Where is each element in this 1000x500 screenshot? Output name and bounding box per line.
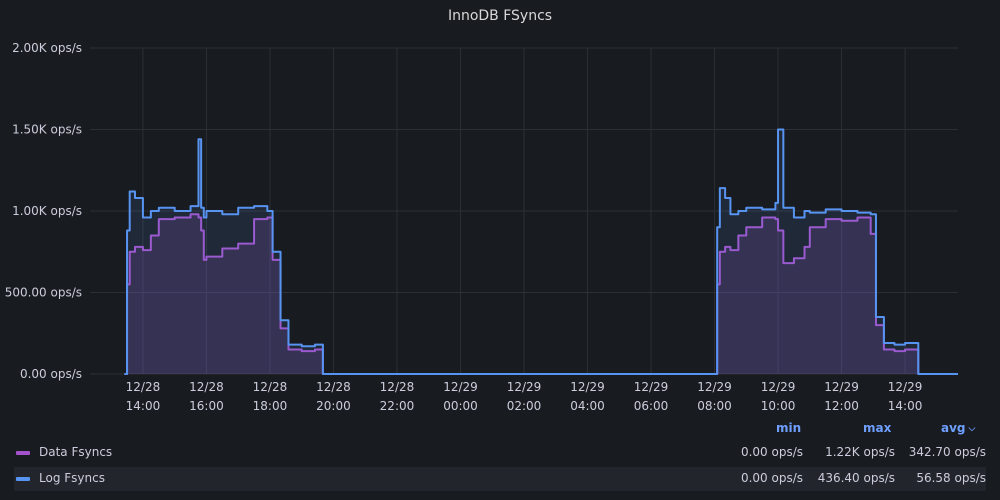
x-tick-time-label: 14:00 bbox=[888, 399, 923, 413]
y-tick-label: 0.00 ops/s bbox=[20, 367, 82, 381]
y-tick-label: 500.00 ops/s bbox=[5, 286, 82, 300]
x-tick-date-label: 12/29 bbox=[507, 380, 542, 394]
x-tick-date-label: 12/29 bbox=[634, 380, 669, 394]
series-line-log-fsyncs bbox=[124, 128, 958, 375]
y-tick-label: 1.00K ops/s bbox=[12, 204, 82, 218]
x-tick-time-label: 00:00 bbox=[443, 399, 478, 413]
x-tick-time-label: 20:00 bbox=[316, 399, 351, 413]
y-axis-ticks: 0.00 ops/s 500.00 ops/s 1.00K ops/s 1.50K o… bbox=[5, 41, 82, 381]
x-tick-date-label: 12/29 bbox=[824, 380, 859, 394]
legend-min-value: 0.00 ops/s bbox=[740, 471, 803, 485]
x-tick-time-label: 18:00 bbox=[253, 399, 288, 413]
legend-swatch bbox=[16, 477, 30, 481]
legend-row-data-fsyncs[interactable]: Data Fsyncs 0.00 ops/s 1.22K ops/s 342.7… bbox=[14, 441, 986, 465]
y-tick-label: 1.50K ops/s bbox=[12, 123, 82, 137]
x-tick-date-label: 12/28 bbox=[189, 380, 224, 394]
legend-row-log-fsyncs[interactable]: Log Fsyncs 0.00 ops/s 436.40 ops/s 56.58… bbox=[14, 467, 986, 491]
x-tick-date-label: 12/28 bbox=[316, 380, 351, 394]
x-tick-date-label: 12/28 bbox=[253, 380, 288, 394]
legend-min-value: 0.00 ops/s bbox=[740, 445, 803, 459]
legend-max-value: 436.40 ops/s bbox=[817, 471, 895, 485]
x-tick-date-label: 12/28 bbox=[126, 380, 161, 394]
legend-series-name: Data Fsyncs bbox=[39, 445, 113, 459]
series-area-data-fsyncs bbox=[124, 214, 958, 374]
chevron-down-icon: ⌵ bbox=[968, 424, 976, 434]
legend-header-max[interactable]: max bbox=[863, 421, 892, 435]
legend-swatch bbox=[16, 451, 30, 455]
legend-header-avg[interactable]: avg ⌵ bbox=[941, 421, 975, 435]
legend-series-name: Log Fsyncs bbox=[39, 471, 105, 485]
x-tick-time-label: 12:00 bbox=[824, 399, 859, 413]
panel-title[interactable]: InnoDB FSyncs bbox=[447, 8, 553, 24]
x-tick-date-label: 12/29 bbox=[443, 380, 478, 394]
legend-max-value: 1.22K ops/s bbox=[825, 445, 895, 459]
x-tick-time-label: 06:00 bbox=[634, 399, 669, 413]
chart-svg: 0.00 ops/s 500.00 ops/s 1.00K ops/s 1.50K o… bbox=[5, 41, 958, 413]
chart-grid bbox=[90, 47, 958, 375]
legend-header-avg-label: avg bbox=[941, 421, 966, 435]
x-tick-date-label: 12/29 bbox=[761, 380, 796, 394]
legend-header-min[interactable]: min bbox=[776, 421, 802, 435]
series-area-log-fsyncs bbox=[124, 129, 958, 374]
x-tick-date-label: 12/28 bbox=[380, 380, 415, 394]
chart-series bbox=[124, 128, 958, 375]
x-tick-time-label: 04:00 bbox=[570, 399, 605, 413]
y-tick-label: 2.00K ops/s bbox=[12, 41, 82, 55]
x-tick-date-label: 12/29 bbox=[570, 380, 605, 394]
x-tick-time-label: 16:00 bbox=[189, 399, 224, 413]
legend-avg-value: 56.58 ops/s bbox=[916, 471, 986, 485]
x-tick-date-label: 12/29 bbox=[888, 380, 923, 394]
x-tick-time-label: 14:00 bbox=[126, 399, 161, 413]
x-tick-time-label: 10:00 bbox=[761, 399, 796, 413]
x-tick-date-label: 12/29 bbox=[697, 380, 732, 394]
x-tick-time-label: 22:00 bbox=[380, 399, 415, 413]
x-axis-ticks: 12/28 14:00 12/28 16:00 12/28 18:00 12/28 20:00… bbox=[126, 380, 923, 413]
legend-avg-value: 342.70 ops/s bbox=[908, 445, 986, 459]
x-tick-time-label: 02:00 bbox=[507, 399, 542, 413]
x-tick-time-label: 08:00 bbox=[697, 399, 732, 413]
